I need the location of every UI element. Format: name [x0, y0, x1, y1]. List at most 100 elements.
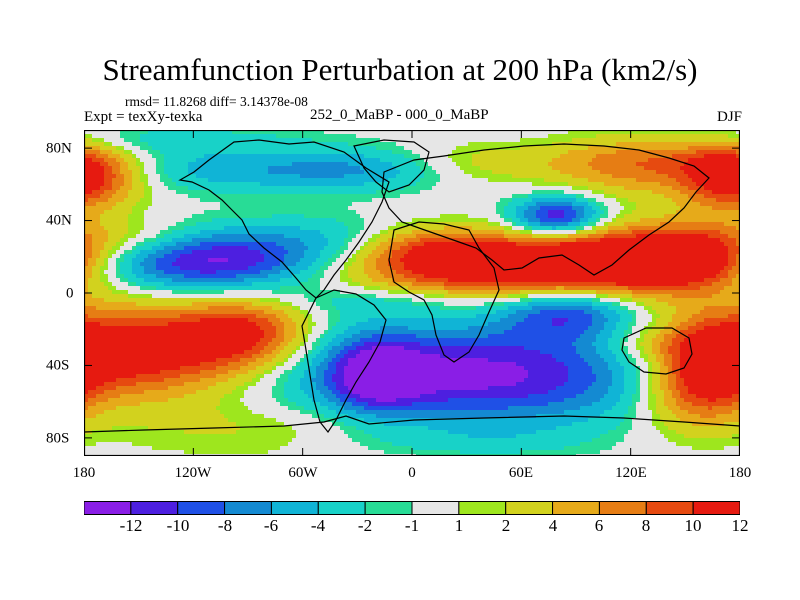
field-cell: [564, 134, 569, 139]
field-cell: [580, 230, 585, 235]
field-cell: [280, 194, 285, 199]
field-cell: [424, 222, 429, 227]
field-cell: [156, 206, 161, 211]
field-cell: [500, 182, 505, 187]
field-cell: [572, 158, 577, 163]
field-cell: [160, 186, 165, 191]
field-cell: [476, 134, 481, 139]
field-cell: [612, 214, 617, 219]
field-cell: [272, 234, 277, 239]
field-cell: [140, 186, 145, 191]
field-cell: [312, 178, 317, 183]
field-cell: [656, 198, 661, 203]
field-cell: [100, 162, 105, 167]
field-cell: [208, 166, 213, 171]
field-cell: [732, 226, 737, 231]
field-cell: [680, 174, 685, 179]
field-cell: [248, 222, 253, 227]
field-cell: [692, 194, 697, 199]
field-cell: [508, 146, 513, 151]
map-plot: [84, 130, 740, 456]
field-cell: [156, 194, 161, 199]
field-cell: [576, 174, 581, 179]
field-cell: [376, 146, 381, 151]
field-cell: [696, 170, 701, 175]
field-cell: [184, 190, 189, 195]
field-cell: [596, 230, 601, 235]
field-cell: [492, 190, 497, 195]
field-cell: [436, 194, 441, 199]
field-cell: [172, 162, 177, 167]
field-cell: [284, 198, 289, 203]
field-cell: [612, 174, 617, 179]
field-cell: [136, 134, 141, 139]
field-cell: [288, 230, 293, 235]
field-cell: [476, 194, 481, 199]
field-cell: [532, 182, 537, 187]
field-cell: [264, 182, 269, 187]
field-cell: [328, 146, 333, 151]
field-cell: [88, 142, 93, 147]
field-cell: [612, 190, 617, 195]
field-cell: [380, 210, 385, 215]
field-cell: [268, 162, 273, 167]
field-cell: [232, 162, 237, 167]
field-cell: [256, 174, 261, 179]
field-cell: [300, 154, 305, 159]
field-cell: [636, 202, 641, 207]
field-cell: [716, 166, 721, 171]
field-cell: [324, 150, 329, 155]
field-cell: [136, 202, 141, 207]
field-cell: [604, 206, 609, 211]
field-cell: [256, 226, 261, 231]
field-cell: [336, 214, 341, 219]
field-cell: [588, 214, 593, 219]
field-cell: [516, 194, 521, 199]
field-cell: [296, 186, 301, 191]
field-cell: [604, 230, 609, 235]
field-cell: [108, 150, 113, 155]
field-cell: [732, 198, 737, 203]
field-cell: [508, 182, 513, 187]
field-cell: [256, 186, 261, 191]
field-cell: [696, 214, 701, 219]
field-cell: [256, 230, 261, 235]
field-cell: [548, 218, 553, 223]
field-cell: [552, 174, 557, 179]
field-cell: [664, 154, 669, 159]
field-cell: [684, 194, 689, 199]
field-cell: [376, 198, 381, 203]
field-cell: [716, 222, 721, 227]
field-cell: [292, 238, 297, 243]
field-cell: [268, 242, 273, 247]
field-cell: [324, 138, 329, 143]
field-cell: [428, 198, 433, 203]
field-cell: [168, 214, 173, 219]
field-cell: [132, 246, 137, 251]
field-cell: [544, 222, 549, 227]
field-cell: [656, 174, 661, 179]
field-cell: [92, 222, 97, 227]
field-cell: [368, 226, 373, 231]
field-cell: [216, 250, 221, 255]
field-cell: [320, 246, 325, 251]
field-cell: [356, 146, 361, 151]
field-cell: [324, 134, 329, 139]
field-cell: [556, 234, 561, 239]
field-cell: [328, 214, 333, 219]
field-cell: [368, 202, 373, 207]
field-cell: [404, 158, 409, 163]
field-cell: [672, 198, 677, 203]
field-cell: [232, 182, 237, 187]
field-cell: [632, 142, 637, 147]
field-cell: [236, 174, 241, 179]
field-cell: [280, 210, 285, 215]
field-cell: [576, 190, 581, 195]
field-cell: [360, 230, 365, 235]
field-cell: [84, 198, 89, 203]
field-cell: [560, 178, 565, 183]
field-cell: [520, 186, 525, 191]
field-cell: [120, 214, 125, 219]
field-cell: [688, 238, 693, 243]
field-cell: [116, 194, 121, 199]
